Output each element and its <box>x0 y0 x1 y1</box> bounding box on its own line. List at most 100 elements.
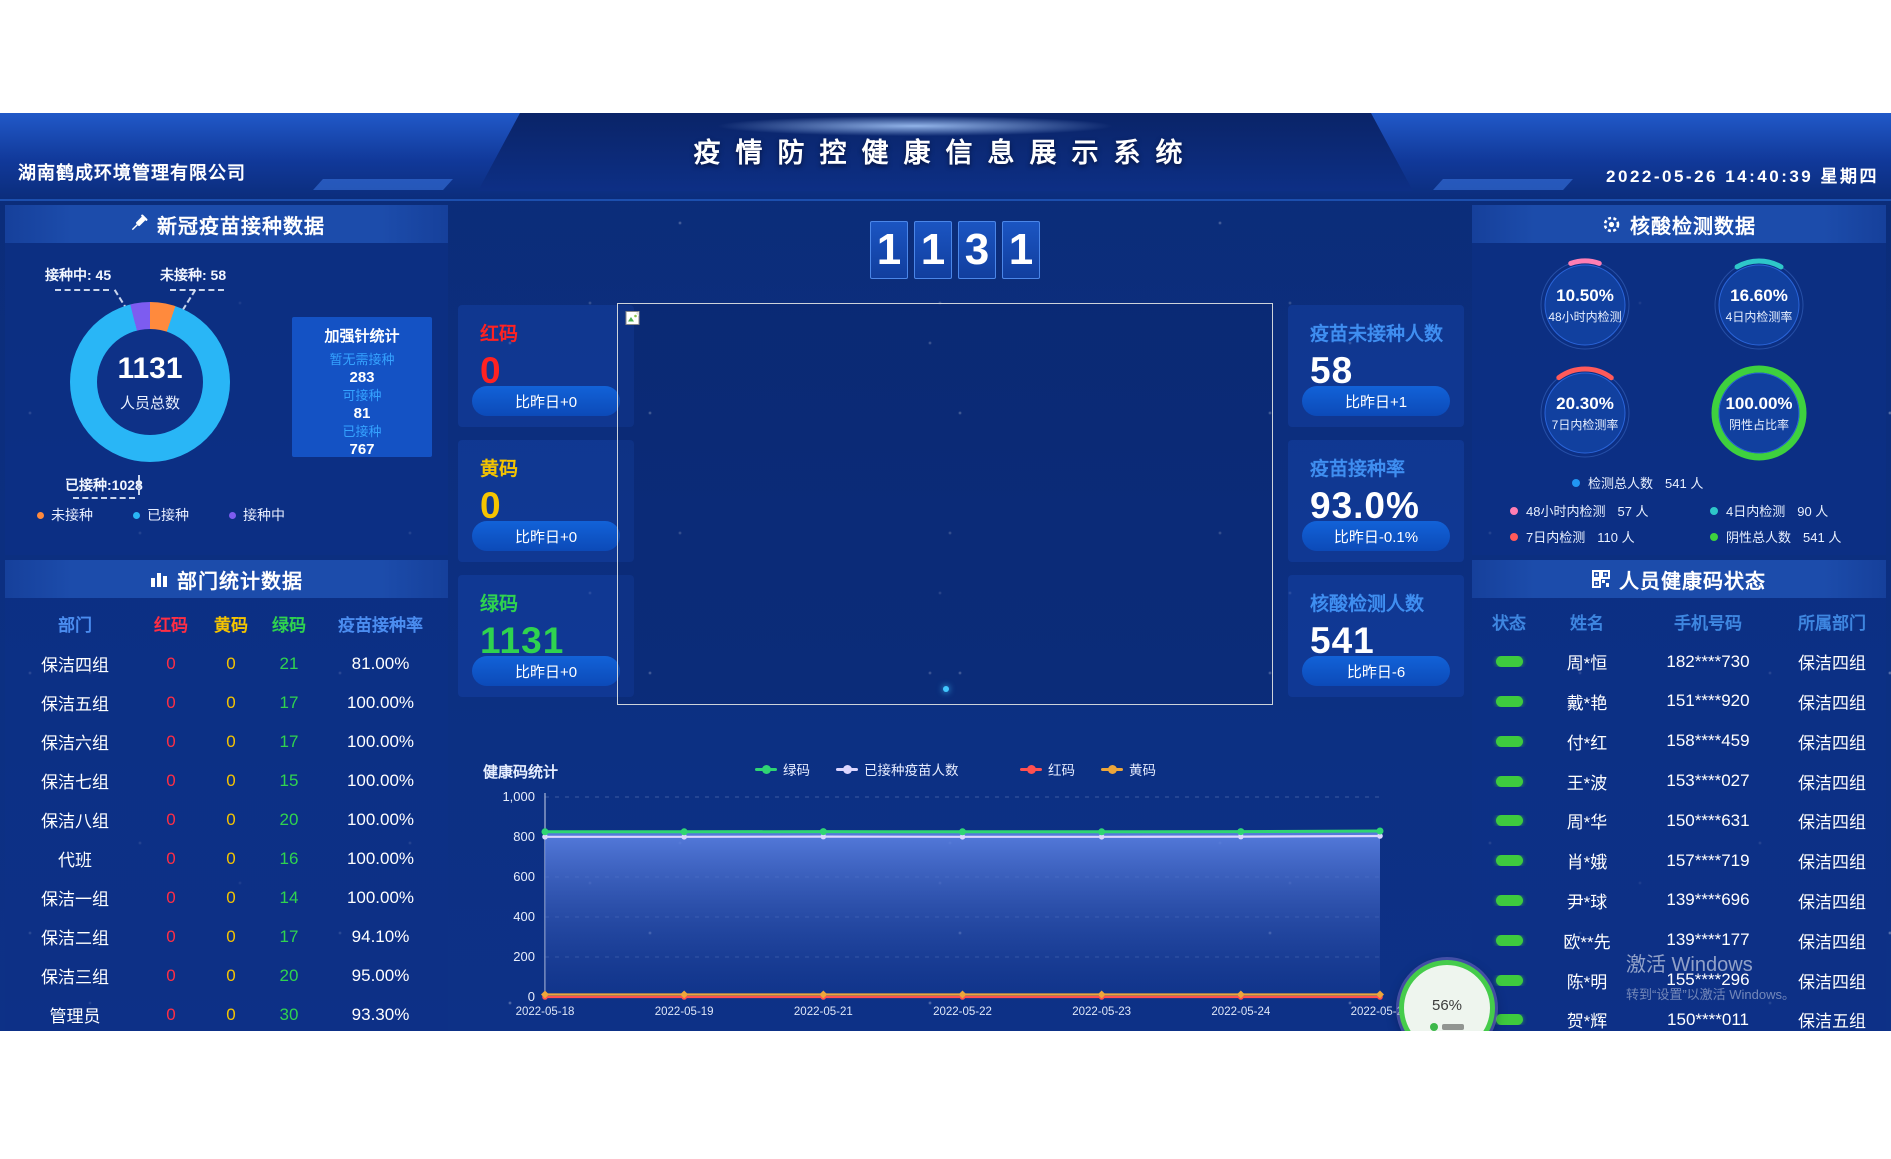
health-phone-cell: 151****920 <box>1666 691 1750 711</box>
dept-cell: 0 <box>226 965 236 985</box>
dept-cell: 保洁一组 <box>41 890 109 909</box>
health-name-cell: 肖*娥 <box>1566 853 1608 873</box>
gauge-阴性占比率: 100.00% 阴性占比率 <box>1711 365 1807 461</box>
chart-legend-item: 绿码 <box>755 759 810 779</box>
badge-sub <box>1430 1022 1464 1031</box>
dept-cell: 0 <box>226 887 236 907</box>
green-code-status <box>1495 1014 1523 1026</box>
legend-dot <box>1510 532 1518 541</box>
nucleic-legend-item: 4日内检测 90 人 <box>1710 501 1828 520</box>
counter-digit: 1 <box>870 221 908 279</box>
dept-col-header: 红码 <box>154 615 188 635</box>
green-code-status <box>1495 974 1523 986</box>
health-name-cell: 欧**先 <box>1563 932 1611 952</box>
nucleic-legend-item: 阴性总人数 541 人 <box>1710 527 1841 546</box>
stat-label: 核酸检测人数 <box>1310 594 1425 615</box>
dept-cell: 保洁四组 <box>41 656 109 675</box>
health-dept-cell: 保洁四组 <box>1798 693 1866 713</box>
company-name: 湖南鹤成环境管理有限公司 <box>18 163 246 183</box>
booster-items: 暂无需接种 283 可接种 81 已接种 767 <box>292 351 432 459</box>
svg-text:600: 600 <box>513 869 535 884</box>
badge-sub-bar <box>1442 1023 1464 1030</box>
map-location-dot <box>943 686 949 692</box>
health-dept-cell: 保洁四组 <box>1798 892 1866 912</box>
gauge-label: 阴性占比率 <box>1728 417 1789 432</box>
legend-label: 绿码 <box>783 763 810 778</box>
department-panel-title: 部门统计数据 <box>177 570 303 593</box>
health-status-cell <box>1477 656 1541 668</box>
dept-cell: 代班 <box>58 851 92 870</box>
health-status-cell <box>1477 855 1541 867</box>
green-code-status <box>1495 775 1523 787</box>
gauge-label: 4日内检测率 <box>1725 309 1793 324</box>
dept-col-header: 绿码 <box>272 615 306 635</box>
gauge-value: 20.30% <box>1556 393 1614 413</box>
vaccine-panel: 新冠疫苗接种数据 接种中: 45 未接种: 58 1131 人员总数 已接种:1… <box>5 205 448 555</box>
chart-legend-group-1: 绿码 已接种疫苗人数 <box>755 759 959 779</box>
legend-label: 4日内检测 <box>1726 504 1786 519</box>
gauge-48小时内检测: 10.50% 48小时内检测 <box>1537 257 1633 353</box>
dept-cell: 0 <box>226 809 236 829</box>
department-table: 部门 红码 黄码 绿码 疫苗接种率 保洁四组 0 0 21 81.00% 保洁五组 0 0 17 100.0… <box>10 602 443 1031</box>
donut-center: 1131 人员总数 <box>97 329 203 435</box>
chart-legend-group-2: 红码 黄码 <box>1020 759 1156 779</box>
table-row: 贺*辉 150****011 保洁五组 <box>1477 1000 1881 1031</box>
health-code-chart: 健康码统计 绿码 已接种疫苗人数 红码 黄码 0 200 400 600 800 1,000 2… <box>455 753 1425 1031</box>
health-dept-cell: 保洁四组 <box>1798 813 1866 833</box>
gauge-value: 10.50% <box>1556 285 1614 305</box>
svg-text:0: 0 <box>528 989 535 1004</box>
dept-cell: 0 <box>166 692 176 712</box>
syringe-icon <box>128 214 148 234</box>
header-glow <box>700 115 1130 137</box>
dept-cell: 0 <box>166 809 176 829</box>
health-status-panel: 人员健康码状态 状态 姓名 手机号码 所属部门 周*恒 182****730 保洁四组 戴*艳… <box>1472 560 1886 1031</box>
svg-text:2022-05-22: 2022-05-22 <box>933 1006 992 1018</box>
svg-text:2022-05-24: 2022-05-24 <box>1211 1006 1270 1018</box>
health-phone-cell: 139****177 <box>1666 930 1750 950</box>
gauge-4日内检测率: 16.60% 4日内检测率 <box>1711 257 1807 353</box>
svg-text:2022-05-19: 2022-05-19 <box>655 1006 714 1018</box>
chart-legend-item: 红码 <box>1020 759 1075 779</box>
delta-pill: 比昨日-6 <box>1302 656 1450 686</box>
stat-card-疫苗未接种人数: 疫苗未接种人数 58 比昨日+1 <box>1288 305 1464 427</box>
dept-col-header: 疫苗接种率 <box>338 615 423 635</box>
stat-card-红码: 红码 0 比昨日+0 <box>458 305 634 427</box>
nucleic-panel: 核酸检测数据 10.50% 48小时内检测 16.60% 4日内检测率 20.30% 7日… <box>1472 205 1886 555</box>
legend-label: 已接种疫苗人数 <box>864 763 959 778</box>
legend-label: 48小时内检测 <box>1526 504 1606 519</box>
legend-value: 90 人 <box>1797 504 1829 519</box>
legend-item: 已接种 <box>133 505 189 525</box>
dept-cell: 0 <box>166 653 176 673</box>
legend-marker-dot <box>1108 764 1117 774</box>
dept-cell: 17 <box>279 926 299 946</box>
dept-cell: 保洁二组 <box>41 929 109 948</box>
table-row: 保洁六组 0 0 17 100.00% <box>10 722 443 761</box>
health-dept-cell: 保洁五组 <box>1798 1012 1866 1031</box>
header-accent-right <box>1433 179 1573 190</box>
dept-cell: 100.00% <box>346 731 415 751</box>
header-bar: 湖南鹤成环境管理有限公司 疫情防控健康信息展示系统 2022-05-26 14:… <box>0 113 1891 201</box>
legend-value: 541 人 <box>1665 476 1704 491</box>
dept-cell: 0 <box>166 887 176 907</box>
qr-code-icon <box>1592 570 1610 588</box>
nucleic-legend-item: 48小时内检测 57 人 <box>1510 501 1649 520</box>
dept-col-header: 部门 <box>58 615 92 635</box>
table-row: 戴*艳 151****920 保洁四组 <box>1477 682 1881 722</box>
dept-cell: 0 <box>166 770 176 790</box>
counter-digit: 3 <box>958 221 996 279</box>
gauge-text: 16.60% 4日内检测率 <box>1711 257 1807 353</box>
dashboard-stage: 湖南鹤成环境管理有限公司 疫情防控健康信息展示系统 2022-05-26 14:… <box>0 113 1891 1031</box>
dept-cell: 0 <box>166 926 176 946</box>
gauge-label: 48小时内检测 <box>1548 309 1622 324</box>
dept-cell: 保洁三组 <box>41 968 109 987</box>
booster-stats-box: 加强针统计 暂无需接种 283 可接种 81 已接种 767 <box>292 317 432 459</box>
stat-value: 541 <box>1310 620 1375 661</box>
green-code-status <box>1495 934 1523 946</box>
stat-label: 疫苗未接种人数 <box>1310 324 1444 345</box>
gauge-text: 100.00% 阴性占比率 <box>1711 365 1807 461</box>
delta-pill: 比昨日+0 <box>472 656 620 686</box>
header-accent-left <box>313 179 453 190</box>
dept-cell: 100.00% <box>346 887 415 907</box>
svg-text:200: 200 <box>513 949 535 964</box>
